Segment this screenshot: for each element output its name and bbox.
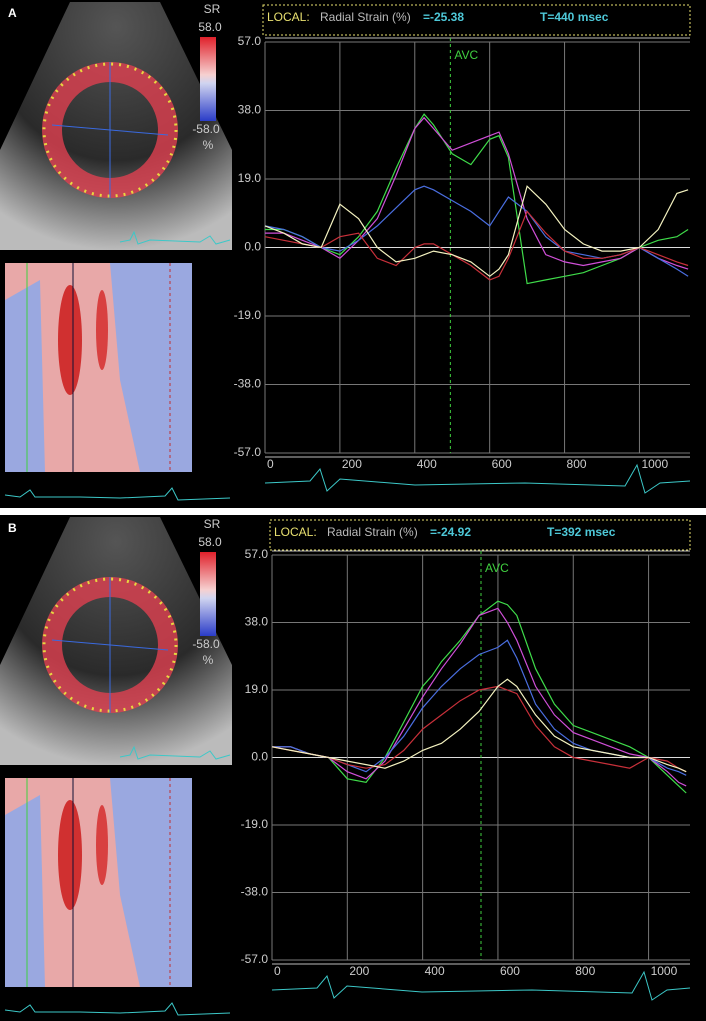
ecg-small — [4, 1002, 231, 1016]
axis-line — [51, 124, 169, 136]
y-tick-label: 38.0 — [238, 103, 262, 117]
tracking-dots — [42, 577, 178, 713]
annotation: AVC — [454, 48, 478, 62]
mmode-blue — [5, 795, 45, 987]
mmode-red — [58, 285, 82, 395]
y-tick-label: 19.0 — [238, 171, 262, 185]
y-tick-label: 0.0 — [244, 240, 261, 254]
axis-line — [51, 639, 169, 651]
x-tick-label: 200 — [349, 964, 369, 978]
y-tick-label: 57.0 — [245, 547, 269, 561]
y-tick-label: 0.0 — [251, 750, 268, 764]
ecg-small — [119, 745, 231, 760]
x-tick-label: 0 — [274, 964, 281, 978]
colorbar-min: -58.0 — [192, 122, 220, 136]
y-tick-label: -19.0 — [234, 308, 262, 322]
ecg — [271, 970, 691, 1001]
local-label: LOCAL: — [267, 10, 310, 24]
colorbar-max: 58.0 — [198, 535, 222, 549]
colorbar — [200, 552, 216, 636]
series-line — [272, 607, 687, 787]
y-tick-label: -57.0 — [241, 952, 269, 966]
colorbar-title: SR — [204, 2, 221, 16]
series-line — [264, 210, 689, 281]
colorbar-unit: % — [203, 138, 214, 152]
colorbar-unit: % — [203, 653, 214, 667]
y-tick-label: 19.0 — [245, 682, 269, 696]
ecg-small — [119, 230, 231, 245]
annotation: AVC — [485, 561, 509, 575]
y-tick-label: -38.0 — [234, 377, 262, 391]
separator — [0, 508, 706, 515]
y-tick-label: 57.0 — [238, 34, 262, 48]
series-line — [265, 116, 689, 270]
value-readout: =-25.38 — [423, 10, 464, 24]
left-panel: SR 58.0 -58.0% B — [0, 517, 232, 1016]
x-tick-label: 400 — [425, 964, 445, 978]
time-readout: T=440 msec — [540, 10, 609, 24]
ecg-small — [4, 487, 231, 501]
ultrasound-sector — [0, 2, 232, 250]
colorbar-min: -58.0 — [192, 637, 220, 651]
tracking-dots — [42, 62, 178, 198]
x-tick-label: 800 — [575, 964, 595, 978]
mmode-red — [96, 805, 108, 885]
y-tick-label: -38.0 — [241, 885, 269, 899]
local-label: LOCAL: — [274, 525, 317, 539]
panel-letter: A — [8, 6, 17, 20]
y-tick-label: 38.0 — [245, 615, 269, 629]
ecg — [264, 463, 691, 494]
series-line — [264, 185, 689, 278]
x-tick-label: 200 — [342, 457, 362, 471]
colorbar — [200, 37, 216, 121]
y-tick-label: -19.0 — [241, 817, 269, 831]
x-tick-label: 600 — [492, 457, 512, 471]
time-readout: T=392 msec — [547, 525, 616, 539]
mmode-blue — [5, 280, 45, 472]
x-tick-label: 400 — [417, 457, 437, 471]
header-box — [262, 4, 691, 36]
colorbar-title: SR — [204, 517, 221, 531]
series-line — [271, 685, 687, 773]
left-panel: SR 58.0 -58.0% A — [0, 2, 232, 501]
x-tick-label: 600 — [500, 964, 520, 978]
mmode-red — [96, 290, 108, 370]
mmode-blue — [110, 263, 192, 472]
mmode-red — [58, 800, 82, 910]
x-tick-label: 0 — [267, 457, 274, 471]
series-line — [271, 678, 687, 773]
value-readout: =-24.92 — [430, 525, 471, 539]
chart-title: Radial Strain (%) — [327, 525, 418, 539]
x-tick-label: 1000 — [641, 457, 668, 471]
ultrasound-sector — [0, 517, 232, 765]
x-tick-label: 800 — [567, 457, 587, 471]
colorbar-max: 58.0 — [198, 20, 222, 34]
mmode-blue — [110, 778, 192, 987]
panel-letter: B — [8, 521, 17, 535]
series-line — [272, 600, 687, 794]
y-tick-label: -57.0 — [234, 445, 262, 459]
x-tick-label: 1000 — [651, 964, 678, 978]
header-box — [269, 519, 691, 551]
chart-title: Radial Strain (%) — [320, 10, 411, 24]
